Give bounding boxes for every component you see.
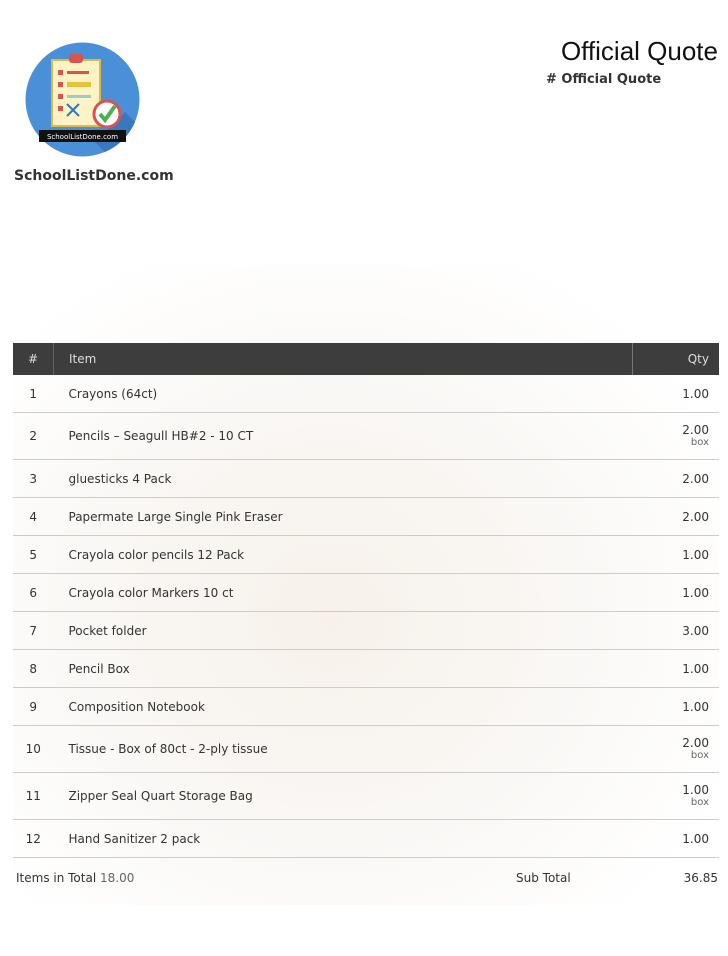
subtotal-label: Sub Total (516, 871, 571, 885)
row-item: Crayola color pencils 12 Pack (53, 535, 633, 574)
row-item: Crayola color Markers 10 ct (53, 573, 633, 612)
table-row: 11 Zipper Seal Quart Storage Bag 1.00 box (13, 772, 719, 820)
row-qty: 2.00 (682, 509, 709, 524)
row-qty-cell: 3.00 (632, 611, 719, 650)
row-qty: 1.00 (682, 831, 709, 846)
table-row: 2 Pencils – Seagull HB#2 - 10 CT 2.00 box (13, 412, 719, 460)
table-row: 5 Crayola color pencils 12 Pack 1.00 (13, 535, 719, 574)
column-number: # (13, 343, 54, 375)
row-qty-cell: 1.00 (632, 649, 719, 688)
row-unit: box (690, 797, 709, 808)
row-item: Composition Notebook (53, 687, 633, 726)
table-row: 10 Tissue - Box of 80ct - 2-ply tissue 2.0… (13, 725, 719, 773)
row-qty: 1.00 (682, 547, 709, 562)
row-qty: 1.00 (682, 661, 709, 676)
table-row: 4 Papermate Large Single Pink Eraser 2.00 (13, 497, 719, 536)
table-row: 9 Composition Notebook 1.00 (13, 687, 719, 726)
row-number: 5 (13, 535, 54, 574)
row-qty: 2.00 (682, 471, 709, 486)
row-item: Zipper Seal Quart Storage Bag (53, 772, 633, 820)
row-item: Tissue - Box of 80ct - 2-ply tissue (53, 725, 633, 773)
table-row: 12 Hand Sanitizer 2 pack 1.00 (13, 819, 719, 858)
table-row: 3 gluesticks 4 Pack 2.00 (13, 459, 719, 498)
row-qty: 1.00 (682, 783, 709, 797)
row-number: 10 (13, 725, 54, 773)
row-item: Pocket folder (53, 611, 633, 650)
row-qty-cell: 1.00 (632, 375, 719, 413)
row-unit: box (690, 750, 709, 761)
row-item: Crayons (64ct) (53, 375, 633, 413)
row-qty: 1.00 (682, 699, 709, 714)
table-row: 1 Crayons (64ct) 1.00 (13, 375, 719, 413)
column-item: Item (53, 343, 633, 375)
row-item: Pencils – Seagull HB#2 - 10 CT (53, 412, 633, 460)
quote-number: # Official Quote (546, 72, 662, 87)
brand-name: SchoolListDone.com (14, 168, 174, 184)
items-table: # Item Qty 1 Crayons (64ct) 1.00 2 Pencils –… (13, 343, 719, 858)
items-total-label: Items in Total (16, 871, 97, 885)
row-number: 3 (13, 459, 54, 498)
row-qty: 2.00 (682, 736, 709, 750)
row-number: 4 (13, 497, 54, 536)
logo: SchoolListDone.com (25, 42, 140, 157)
row-number: 11 (13, 772, 54, 820)
row-qty-cell: 2.00 (632, 497, 719, 536)
table-row: 7 Pocket folder 3.00 (13, 611, 719, 650)
row-number: 7 (13, 611, 54, 650)
row-number: 1 (13, 375, 54, 413)
row-qty-cell: 1.00 (632, 819, 719, 858)
table-row: 8 Pencil Box 1.00 (13, 649, 719, 688)
row-qty-cell: 1.00 (632, 687, 719, 726)
row-qty: 2.00 (682, 423, 709, 437)
row-qty: 1.00 (682, 585, 709, 600)
items-total-value: 18.00 (100, 871, 135, 885)
row-item: Hand Sanitizer 2 pack (53, 819, 633, 858)
row-qty-cell: 2.00 (632, 459, 719, 498)
row-item: Pencil Box (53, 649, 633, 688)
row-number: 8 (13, 649, 54, 688)
row-qty: 3.00 (682, 623, 709, 638)
svg-text:SchoolListDone.com: SchoolListDone.com (47, 133, 118, 141)
row-number: 2 (13, 412, 54, 460)
subtotal-value: 36.85 (683, 871, 718, 883)
row-number: 9 (13, 687, 54, 726)
row-number: 6 (13, 573, 54, 612)
page-title: Official Quote (560, 36, 718, 66)
row-item: gluesticks 4 Pack (53, 459, 633, 498)
row-qty-cell: 1.00 box (632, 772, 719, 820)
row-qty-cell: 2.00 box (632, 412, 719, 460)
table-row: 6 Crayola color Markers 10 ct 1.00 (13, 573, 719, 612)
row-qty: 1.00 (682, 386, 709, 401)
row-item: Papermate Large Single Pink Eraser (53, 497, 633, 536)
row-number: 12 (13, 819, 54, 858)
row-unit: box (690, 437, 709, 448)
row-qty-cell: 1.00 (632, 573, 719, 612)
row-qty-cell: 2.00 box (632, 725, 719, 773)
table-header: # Item Qty (13, 343, 719, 375)
column-qty: Qty (632, 343, 719, 375)
row-qty-cell: 1.00 (632, 535, 719, 574)
items-total: Items in Total 18.00 (16, 871, 134, 885)
